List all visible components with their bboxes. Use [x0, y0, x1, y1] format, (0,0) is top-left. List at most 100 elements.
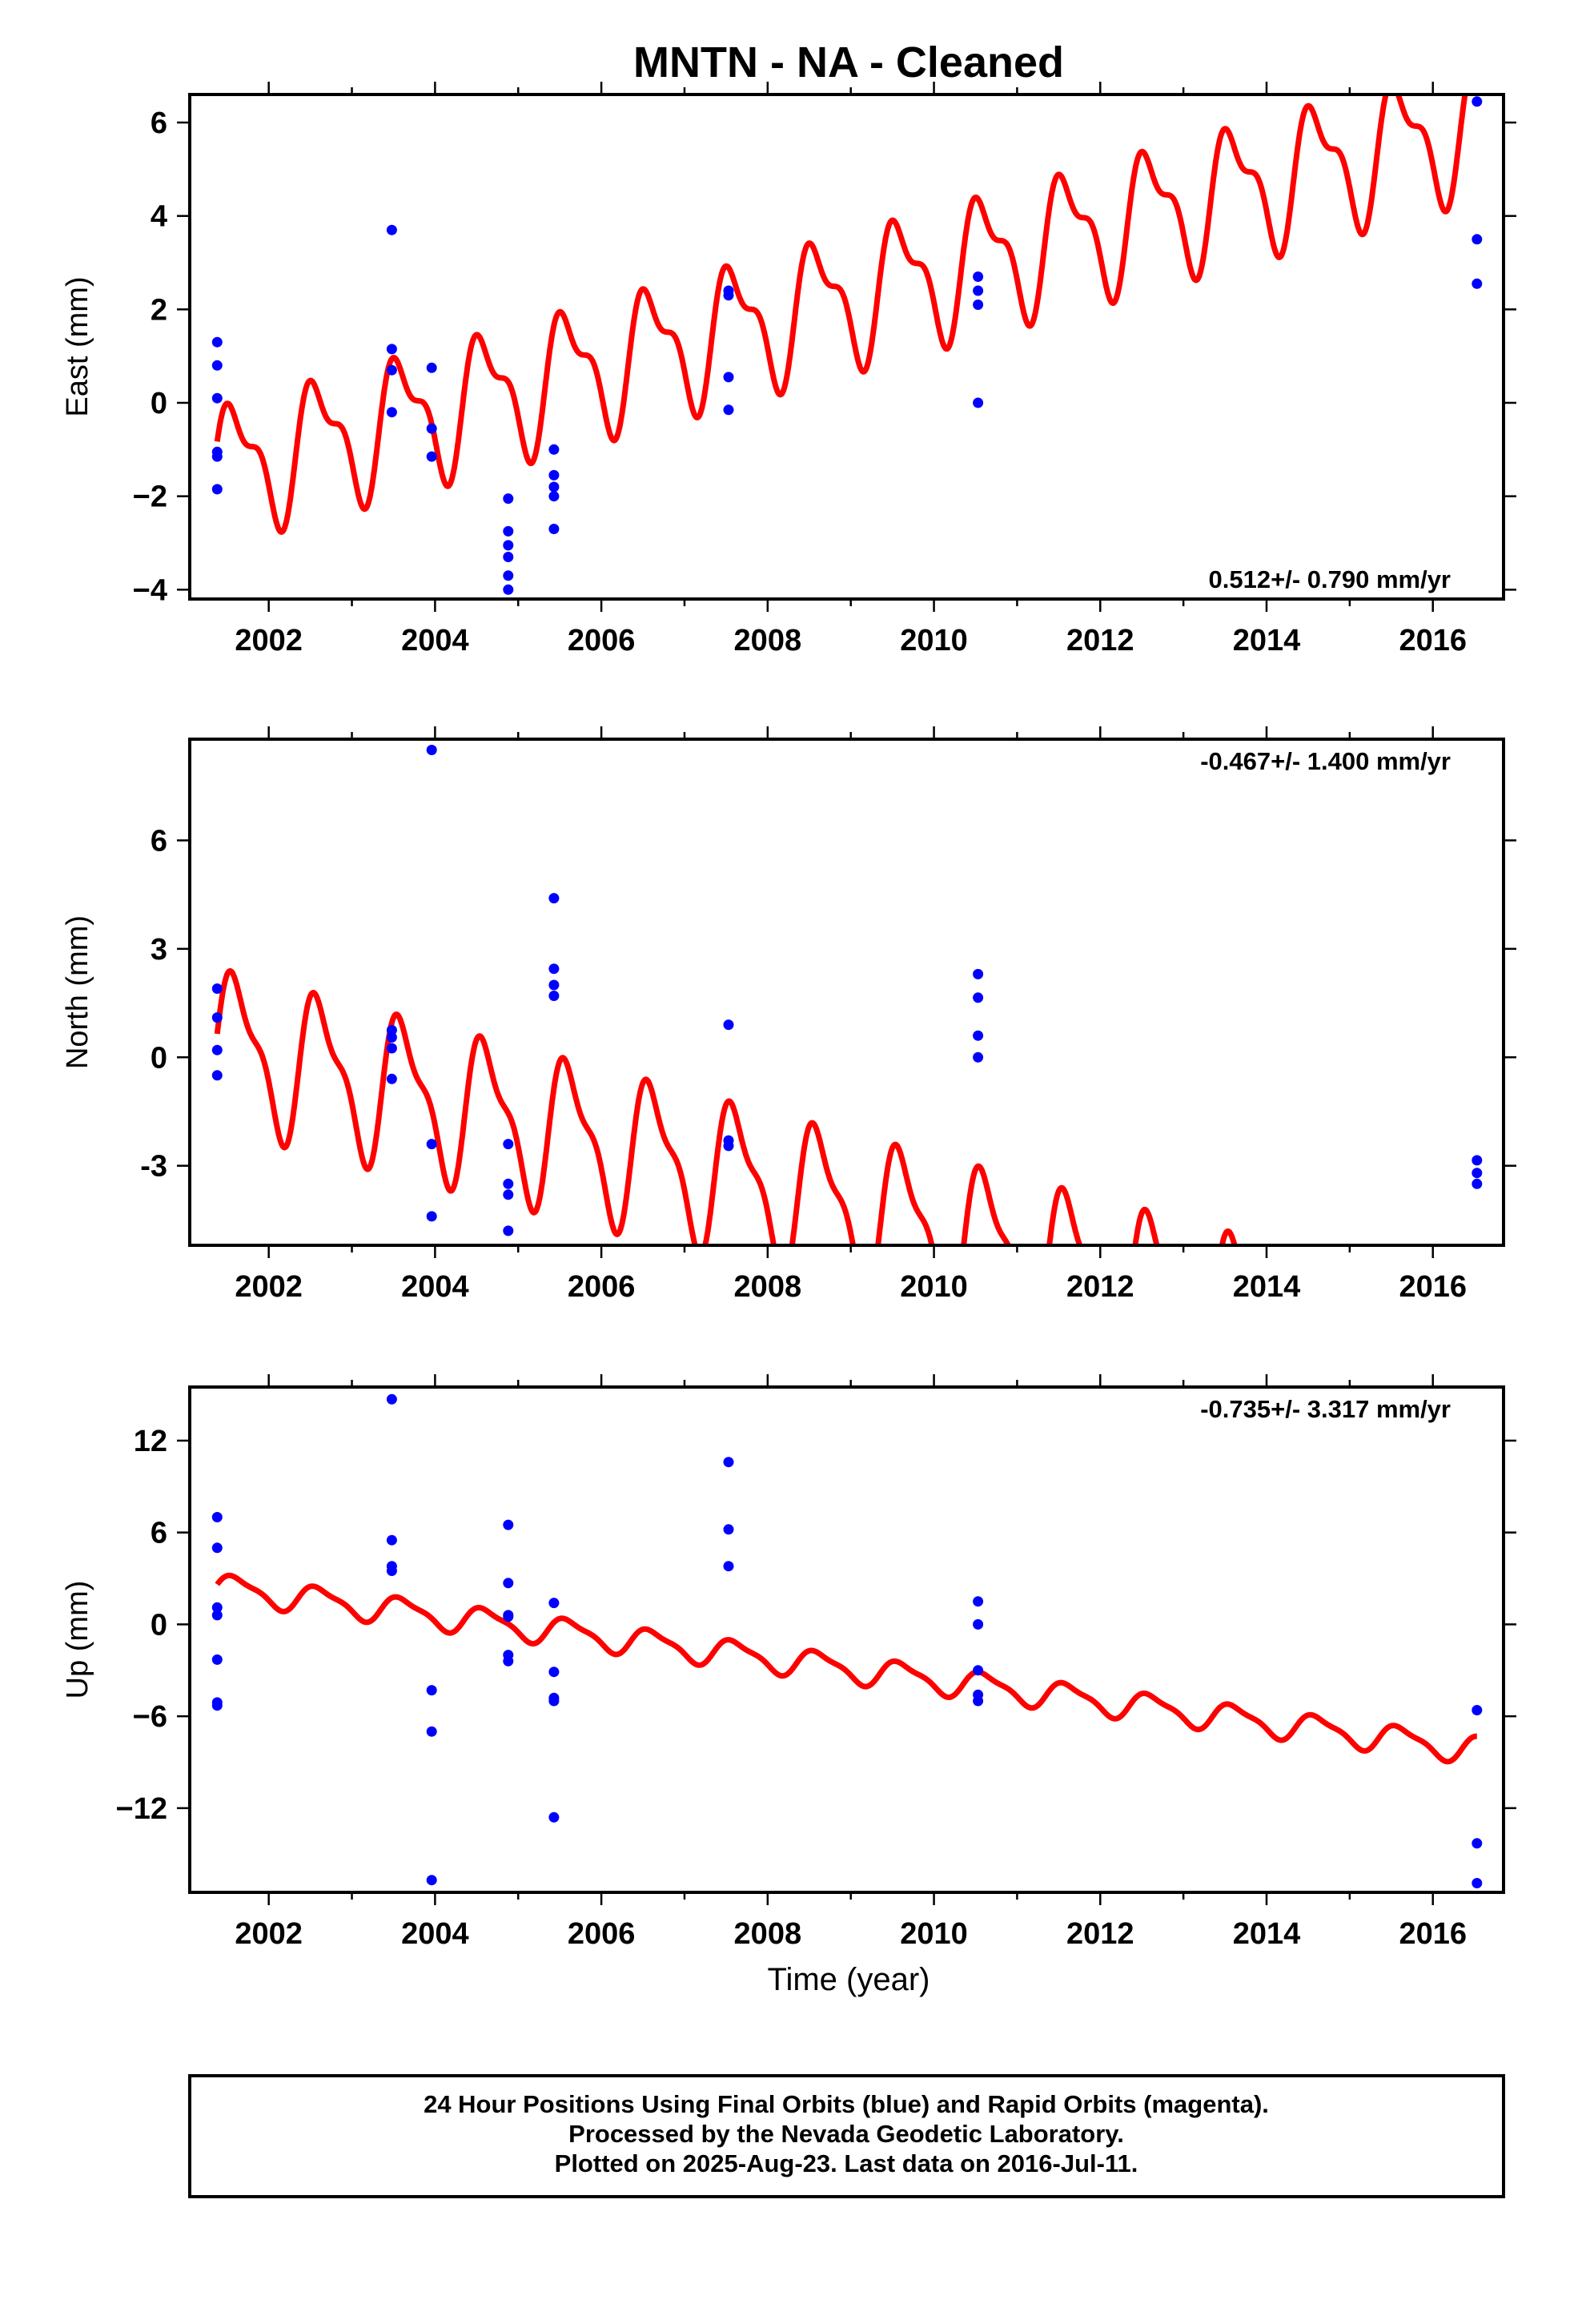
east-data-point: [211, 360, 223, 371]
east-data-point: [211, 484, 223, 495]
up-data-point: [211, 1602, 223, 1613]
north-rate-label: -0.467+/- 1.400 mm/yr: [1200, 747, 1451, 775]
up-data-point: [426, 1875, 437, 1886]
east-data-point: [426, 362, 437, 373]
up-data-point: [1472, 1878, 1483, 1888]
north-data-point: [973, 1030, 984, 1041]
north-data-point: [1472, 1155, 1483, 1166]
x-axis-label: Time (year): [768, 1962, 930, 1997]
up-data-point: [723, 1561, 734, 1572]
east-data-point: [386, 224, 397, 235]
up-data-point: [548, 1811, 560, 1823]
east-data-point: [973, 397, 984, 408]
up-data-point: [211, 1512, 223, 1522]
east-data-point: [503, 570, 514, 581]
east-frame: [188, 93, 1505, 601]
panel-east: 2002 2004 2006 2008 2010 2012 2014 2016 −4 −2 0 2 4 6…: [61, 82, 1516, 657]
east-data-point: [1472, 96, 1483, 107]
up-data-point: [503, 1519, 514, 1530]
up-data-point: [426, 1685, 437, 1696]
east-data-point: [503, 552, 514, 562]
north-data-point: [973, 1051, 984, 1063]
up-x-tick-label: 2014: [1233, 1917, 1301, 1951]
up-data-point: [723, 1457, 734, 1468]
up-data-point: [1472, 1838, 1483, 1849]
north-data-point: [386, 1024, 397, 1035]
east-data-point: [723, 372, 734, 383]
north-data-point: [426, 1211, 437, 1222]
footer-line-3: Plotted on 2025-Aug-23. Last data on 201…: [555, 2149, 1138, 2177]
north-data-point: [211, 1044, 223, 1055]
north-y-axis-label: North (mm): [61, 915, 94, 1069]
east-data-point: [386, 364, 397, 376]
east-data-point: [1472, 278, 1483, 289]
footer-box: 24 Hour Positions Using Final Orbits (bl…: [188, 2074, 1505, 2198]
east-x-tick-label: 2006: [568, 624, 636, 657]
east-data-point: [211, 336, 223, 348]
up-data-point: [386, 1534, 397, 1546]
north-y-tick-label: 0: [151, 1041, 167, 1075]
up-data-point: [973, 1695, 984, 1707]
up-data-point: [426, 1726, 437, 1737]
north-data-point: [723, 1140, 734, 1152]
east-y-tick-label: 4: [151, 200, 167, 234]
north-data-point: [426, 745, 437, 755]
east-x-tick-label: 2010: [900, 624, 968, 657]
north-data-point: [1472, 1178, 1483, 1189]
up-y-tick-label: 6: [151, 1517, 167, 1550]
east-data-point: [426, 451, 437, 462]
up-data-point: [211, 1700, 223, 1711]
figure-title: MNTN - NA - Cleaned: [633, 38, 1064, 86]
east-x-tick-label: 2004: [401, 624, 469, 657]
north-data-point: [548, 893, 560, 904]
footer-line-2: Processed by the Nevada Geodetic Laborat…: [568, 2120, 1124, 2148]
up-y-tick-label: 12: [134, 1425, 167, 1458]
north-y-tick-label: -3: [140, 1150, 167, 1184]
east-model-curve: [214, 94, 1468, 535]
north-x-tick-label: 2012: [1066, 1270, 1134, 1304]
east-data-point: [1472, 234, 1483, 245]
north-data-point: [426, 1139, 437, 1150]
north-data-point: [386, 1031, 397, 1043]
east-data-point: [548, 524, 560, 534]
up-x-tick-label: 2002: [235, 1917, 303, 1951]
east-data-point: [548, 469, 560, 480]
north-data-point: [1472, 1168, 1483, 1179]
up-data-point: [211, 1610, 223, 1621]
up-data-point: [211, 1654, 223, 1665]
up-frame: [188, 1385, 1505, 1894]
north-data-point: [211, 1012, 223, 1023]
north-data-point: [211, 1070, 223, 1081]
north-data-point: [211, 983, 223, 994]
up-data-point: [503, 1578, 514, 1589]
east-x-tick-label: 2002: [235, 624, 303, 657]
footer-line-1: 24 Hour Positions Using Final Orbits (bl…: [424, 2090, 1269, 2118]
up-data-point: [503, 1611, 514, 1622]
north-x-tick-label: 2006: [568, 1270, 636, 1304]
east-y-tick-label: −4: [133, 573, 167, 607]
east-data-point: [386, 407, 397, 418]
east-data-point: [503, 584, 514, 595]
east-data-point: [503, 540, 514, 551]
north-data-point: [503, 1178, 514, 1189]
north-y-tick-label: 6: [151, 824, 167, 858]
north-data-point: [548, 979, 560, 991]
up-data-point: [503, 1655, 514, 1667]
up-y-tick-label: −12: [116, 1792, 167, 1826]
panel-north: 2002 2004 2006 2008 2010 2012 2014 2016 -3 0 3 6 Nor…: [61, 726, 1516, 1304]
up-x-tick-label: 2004: [401, 1917, 469, 1951]
north-x-tick-label: 2004: [401, 1270, 469, 1304]
up-data-point: [973, 1665, 984, 1676]
north-x-tick-label: 2002: [235, 1270, 303, 1304]
up-data-point: [211, 1542, 223, 1554]
up-x-tick-label: 2006: [568, 1917, 636, 1951]
north-data-point: [503, 1139, 514, 1150]
panel-up: 2002 2004 2006 2008 2010 2012 2014 2016 −12 −6 0 6 1…: [61, 1374, 1516, 1951]
east-x-tick-label: 2008: [734, 624, 802, 657]
east-y-tick-label: 2: [151, 293, 167, 327]
east-data-point: [548, 491, 560, 502]
north-data-point: [973, 992, 984, 1003]
up-data-point: [1472, 1705, 1483, 1715]
east-data-point: [723, 404, 734, 416]
